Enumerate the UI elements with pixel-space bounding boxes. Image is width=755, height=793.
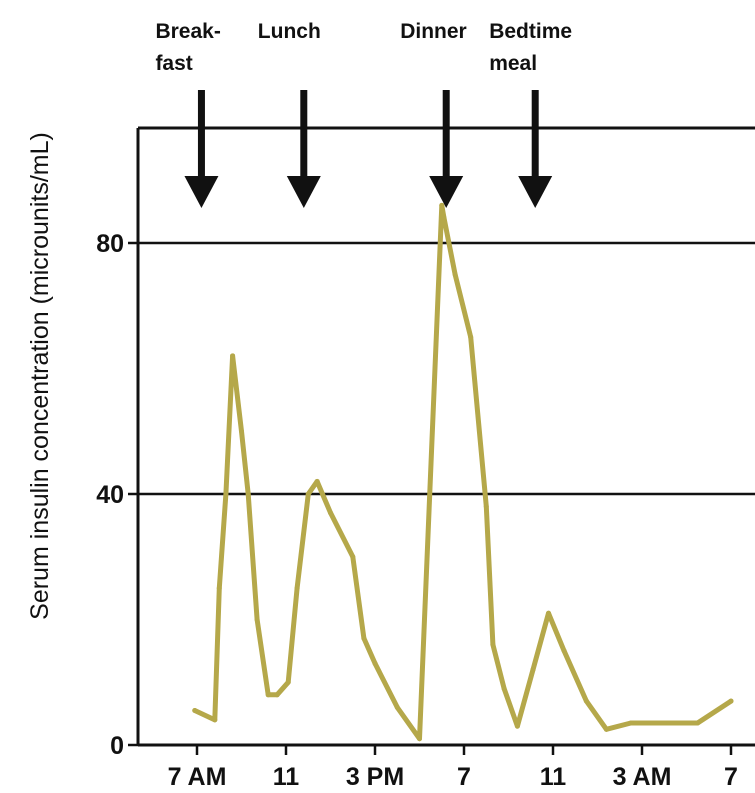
data-point: [223, 491, 229, 497]
data-point: [530, 667, 536, 673]
x-tick-label: 7: [724, 763, 738, 791]
data-point: [546, 610, 552, 616]
data-point: [583, 698, 589, 704]
meal-label: meal: [489, 52, 537, 75]
y-tick-label: 40: [96, 481, 124, 509]
meal-arrow-head: [286, 176, 321, 208]
data-point: [216, 585, 222, 591]
data-point: [254, 617, 260, 622]
data-point: [350, 554, 356, 560]
data-point: [501, 686, 507, 692]
data-point: [239, 428, 244, 434]
data-point: [192, 707, 198, 713]
data-point: [314, 478, 320, 484]
data-point: [245, 491, 251, 497]
meal-arrow-head: [429, 176, 464, 208]
meal-arrow-head: [184, 176, 219, 208]
data-point: [328, 510, 333, 516]
x-tick-label: 11: [540, 763, 567, 791]
data-point: [285, 679, 291, 685]
meal-annotation: Bedtime meal: [489, 20, 572, 208]
data-point: [212, 717, 218, 723]
meal-label: Dinner: [400, 20, 467, 43]
meal-label: Bedtime: [489, 20, 572, 43]
y-axis-label: Serum insulin concentration (microunits/…: [26, 132, 54, 620]
meal-label: Lunch: [258, 20, 321, 43]
meal-annotations: Break-fast Lunch Dinner Bedtime meal: [155, 20, 572, 208]
data-point: [728, 698, 734, 704]
meal-arrow-head: [518, 176, 553, 208]
meal-annotation: Lunch: [258, 20, 321, 208]
y-tick-labels: 0 40 80: [96, 230, 138, 760]
data-point: [695, 720, 701, 726]
meal-annotation: Break-fast: [155, 20, 221, 208]
x-tick-label: 3 AM: [613, 763, 672, 791]
data-point: [666, 720, 672, 726]
x-tick-label: 7: [457, 763, 471, 791]
data-point: [305, 491, 311, 497]
data-point: [394, 704, 400, 710]
data-point: [646, 720, 652, 726]
y-tick-label: 80: [96, 230, 124, 258]
data-point: [230, 353, 236, 359]
y-tick-label: 0: [110, 732, 124, 760]
x-tick-labels: 7 AM 11 3 PM 7 11 3 AM 7: [168, 745, 738, 791]
data-point: [274, 692, 280, 698]
series-layer: [192, 202, 734, 742]
meal-annotation: Dinner: [400, 20, 467, 208]
data-point: [441, 215, 447, 221]
data-point: [417, 736, 422, 742]
data-point: [514, 723, 520, 729]
data-point: [628, 720, 634, 726]
data-point: [372, 660, 378, 666]
data-point: [265, 692, 271, 698]
meal-label: Break-: [155, 20, 220, 43]
data-point: [561, 648, 567, 654]
data-point: [294, 585, 300, 591]
data-point: [361, 635, 367, 641]
x-tick-label: 7 AM: [168, 763, 227, 791]
data-point: [468, 334, 474, 340]
series-line-0: [192, 202, 734, 742]
meal-label: fast: [155, 52, 192, 75]
x-tick-label: 11: [273, 763, 300, 791]
data-point: [603, 726, 609, 732]
data-point: [452, 271, 458, 277]
x-tick-label: 3 PM: [346, 763, 404, 791]
data-point: [490, 642, 496, 648]
data-point: [483, 504, 489, 510]
data-point: [439, 202, 445, 208]
